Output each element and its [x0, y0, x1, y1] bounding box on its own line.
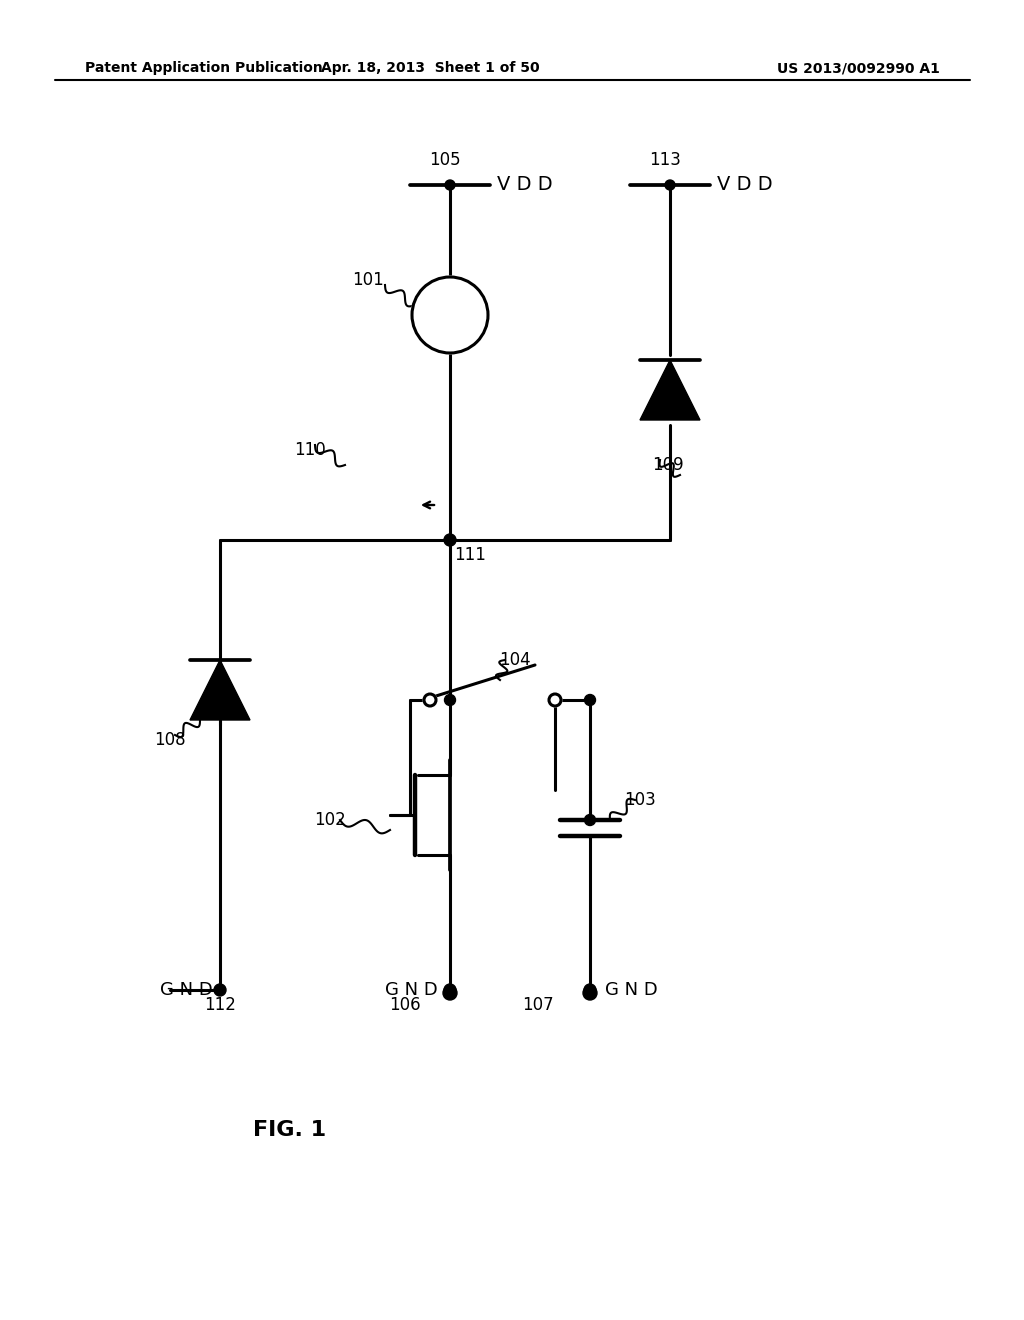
Text: 101: 101: [352, 271, 384, 289]
Circle shape: [214, 983, 226, 997]
Polygon shape: [190, 660, 250, 719]
Text: 111: 111: [454, 546, 486, 564]
Text: 109: 109: [652, 455, 684, 474]
Circle shape: [665, 180, 675, 190]
Text: G N D: G N D: [605, 981, 657, 999]
Text: Patent Application Publication: Patent Application Publication: [85, 61, 323, 75]
Circle shape: [444, 983, 456, 997]
Text: FIG. 1: FIG. 1: [253, 1119, 327, 1140]
Circle shape: [445, 180, 455, 190]
Text: 106: 106: [389, 997, 421, 1014]
Text: 108: 108: [155, 731, 185, 748]
Circle shape: [585, 694, 596, 705]
Circle shape: [444, 694, 456, 705]
Text: 112: 112: [204, 997, 236, 1014]
Text: V D D: V D D: [498, 176, 553, 194]
Text: 110: 110: [294, 441, 326, 459]
Text: 104: 104: [499, 651, 530, 669]
Text: V D D: V D D: [717, 176, 773, 194]
Polygon shape: [640, 360, 700, 420]
Text: US 2013/0092990 A1: US 2013/0092990 A1: [777, 61, 940, 75]
Text: 113: 113: [649, 150, 681, 169]
Text: G N D: G N D: [385, 981, 437, 999]
Circle shape: [444, 535, 456, 546]
Circle shape: [585, 814, 596, 825]
Circle shape: [583, 986, 597, 1001]
Text: Apr. 18, 2013  Sheet 1 of 50: Apr. 18, 2013 Sheet 1 of 50: [321, 61, 540, 75]
Circle shape: [584, 983, 596, 997]
Text: 107: 107: [522, 997, 554, 1014]
Circle shape: [549, 694, 561, 706]
Circle shape: [424, 694, 436, 706]
Text: 103: 103: [624, 791, 656, 809]
Circle shape: [412, 277, 488, 352]
Text: 105: 105: [429, 150, 461, 169]
Text: 102: 102: [314, 810, 346, 829]
Text: G N D: G N D: [160, 981, 213, 999]
Circle shape: [443, 986, 457, 1001]
